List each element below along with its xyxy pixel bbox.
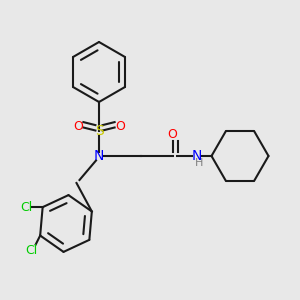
Text: Cl: Cl (25, 244, 37, 257)
Text: S: S (94, 124, 103, 137)
Text: O: O (73, 119, 83, 133)
Text: N: N (94, 149, 104, 163)
Text: Cl: Cl (20, 201, 32, 214)
Text: O: O (115, 119, 125, 133)
Text: N: N (191, 149, 202, 163)
Text: H: H (195, 158, 203, 168)
Text: O: O (168, 128, 177, 141)
